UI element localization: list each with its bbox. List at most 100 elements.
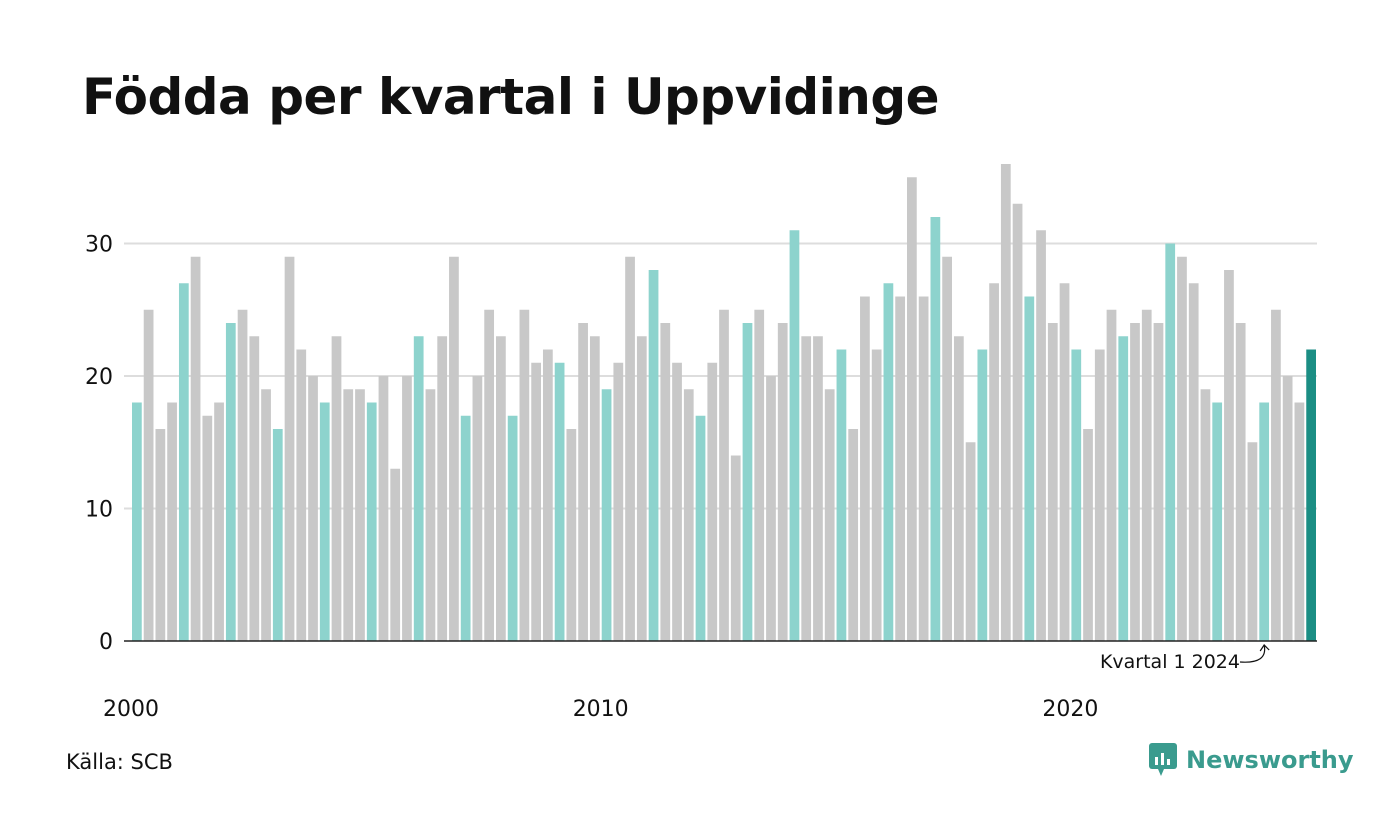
bar [554,362,565,641]
bar [871,349,882,641]
bar [1259,402,1270,641]
bar [1071,349,1082,641]
bar [848,429,859,641]
bar [132,402,142,641]
bar [1153,323,1164,641]
bar [378,376,389,641]
bar [1200,389,1211,641]
bar [214,402,224,641]
bar [695,415,706,641]
bar [284,256,295,641]
annotation-arrowhead [1259,644,1270,652]
bar [178,283,189,641]
bar [484,309,495,641]
y-tick-label: 10 [85,498,113,523]
bar [1294,402,1305,641]
bar [1282,376,1293,641]
bar [449,256,459,641]
bar [989,283,999,641]
bar [366,402,377,641]
bar [225,323,236,641]
bar [237,309,248,641]
bar [437,336,448,641]
bar [472,376,483,641]
bar [296,349,307,641]
bar [343,389,354,641]
bar [977,349,988,641]
bar [836,349,847,641]
bar [355,389,365,641]
bar [730,455,741,641]
x-tick-label: 2010 [573,697,629,722]
bar [143,309,154,641]
bar [660,323,671,641]
page-title: Födda per kvartal i Uppvidinge [82,68,940,126]
bar [507,415,518,641]
bars [132,164,1316,641]
x-tick-label: 2000 [103,697,159,722]
bar [1047,323,1058,641]
bar [883,283,894,641]
bar [1059,283,1070,641]
source-label: Källa: SCB [66,750,173,774]
y-tick-label: 30 [85,233,113,258]
bar [155,429,166,641]
bar [331,336,342,641]
bar [895,296,906,641]
brand-name: Newsworthy [1186,746,1354,774]
bar [1024,296,1035,641]
bar [542,349,553,641]
bar [942,256,952,641]
bar [742,323,753,641]
annotation-arrow [1239,644,1266,663]
bar [1012,203,1023,641]
bar [390,468,401,641]
bar [1235,323,1246,641]
bar [801,336,812,641]
bar [425,389,436,641]
bar [413,336,424,641]
bar [719,309,729,641]
bar [319,402,330,641]
bar [167,402,177,641]
bar [566,429,577,641]
bar [272,429,283,641]
bar [589,336,600,641]
bar [308,376,318,641]
bar [190,256,201,641]
bar [1118,336,1129,641]
bar [1224,270,1234,641]
y-tick-label: 0 [99,630,113,655]
bar [1130,323,1140,641]
x-tick-label: 2020 [1042,697,1098,722]
bar [1177,256,1187,641]
bar [1188,283,1199,641]
bar [202,415,213,641]
bar [1247,442,1258,641]
bar [460,415,471,641]
bar [531,362,541,641]
y-tick-label: 20 [85,365,113,390]
bar [766,376,776,641]
brand: Newsworthy [1148,742,1354,778]
bar [519,309,530,641]
bar [965,442,976,641]
bar [578,323,588,641]
bar [648,270,659,641]
bar [249,336,260,641]
bar [636,336,647,641]
bar [953,336,964,641]
bar-chart: 0 10 20 30 2000 2010 2020 Kvartal 1 2024 [85,164,1317,722]
bar [813,336,823,641]
bar [625,256,635,641]
bar [261,389,271,641]
newsworthy-logo-icon [1149,743,1177,776]
bar [1106,309,1117,641]
bar [860,296,870,641]
bar [672,362,682,641]
bar [683,389,694,641]
bar [1271,309,1281,641]
annotation: Kvartal 1 2024 [1100,644,1270,673]
bar [1000,164,1011,641]
bar [789,230,800,641]
